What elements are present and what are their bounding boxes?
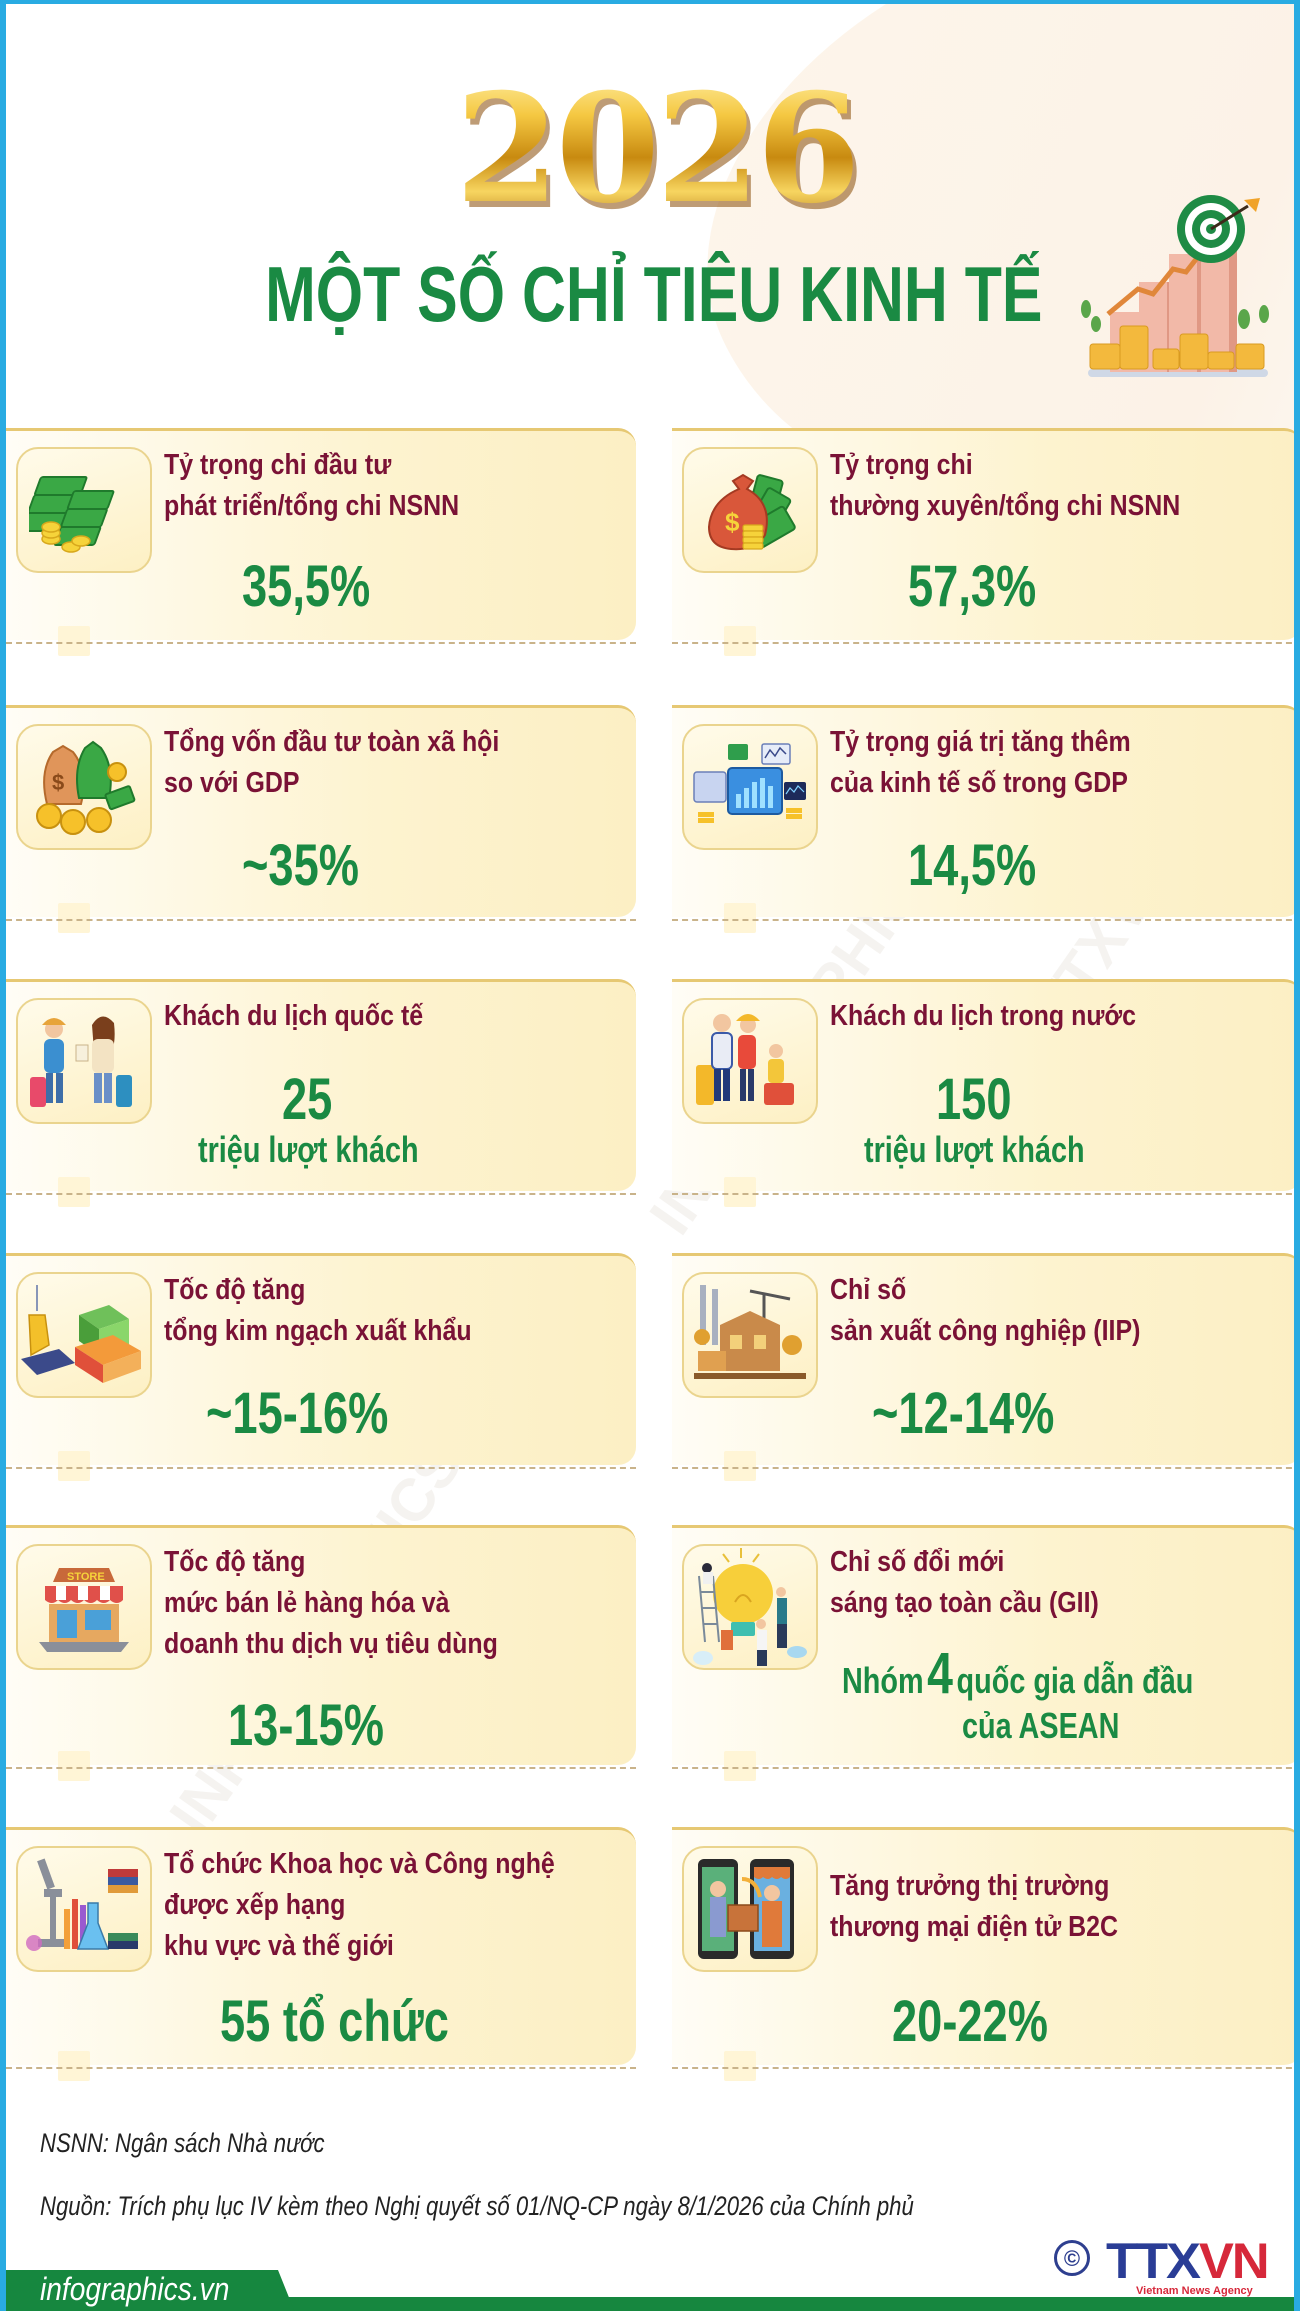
svg-text:STORE: STORE [67,1571,105,1583]
ttxvn-logo: TTXVN [1106,2233,1270,2289]
card-value-unit: triệu lượt khách [198,1129,419,1170]
digital-economy-icon [682,724,818,850]
svg-text:$: $ [52,770,64,795]
ttxvn-logo-subtitle: Vietnam News Agency [1136,2285,1253,2297]
card-international-tourists: Khách du lịch quốc tế 25 triệu lượt khác… [6,979,636,1207]
card-label: Tỷ trọng giá trị tăng thêm của kinh tế số… [830,726,1131,799]
card-value: 150 [936,1067,1012,1132]
footer-bar [6,2297,1294,2311]
card-value: 25 [282,1067,333,1132]
card-value: 35,5% [242,554,371,619]
card-domestic-tourists: Khách du lịch trong nước 150 triệu lượt … [672,979,1294,1207]
card-industrial-production-index: Chỉ số sản xuất công nghiệp (IIP) ~12-14% [672,1253,1294,1481]
card-value: 57,3% [908,554,1037,619]
card-label: Tỷ trọng chi thường xuyên/tổng chi NSNN [830,449,1181,522]
card-value-line2: của ASEAN [962,1705,1120,1746]
card-label: Tổng vốn đầu tư toàn xã hội so với GDP [164,726,500,799]
card-value: ~15-16% [206,1381,389,1446]
card-label: Tăng trưởng thị trường thương mại điện tử… [830,1870,1119,1943]
money-stack-icon [16,447,152,573]
card-label: Khách du lịch trong nước [830,1000,1136,1032]
abbreviation-note: NSNN: Ngân sách Nhà nước [40,2128,325,2158]
card-label: Chỉ số đổi mới sáng tạo toàn cầu (GII) [830,1546,1099,1619]
card-recurrent-spending-share: $ Tỷ trọng chi thường xuyên/tổng chi NSNN… [672,428,1294,656]
card-label: Tốc độ tăng mức bán lẻ hàng hóa và doanh t… [164,1546,498,1660]
domestic-tourists-icon [682,998,818,1124]
card-label: Tỷ trọng chi đầu tư phát triển/tổng chi N… [164,449,460,522]
growth-target-chart-icon [1081,195,1269,377]
card-global-innovation-index: Chỉ số đổi mới sáng tạo toàn cầu (GII) Nh… [672,1525,1294,1781]
card-value: Nhóm 4 quốc gia dẫn đầu [842,1641,1194,1706]
year-heading: 2026 [6,64,1294,234]
source-note: Nguồn: Trích phụ lục IV kèm theo Nghị qu… [40,2191,914,2221]
ecommerce-icon [682,1846,818,1972]
card-label: Khách du lịch quốc tế [164,1000,424,1032]
card-value: 14,5% [908,833,1037,898]
store-icon: STORE [16,1544,152,1670]
factory-icon [682,1272,818,1398]
card-digital-economy-share: Tỷ trọng giá trị tăng thêm của kinh tế số… [672,705,1294,933]
card-development-investment-share: Tỷ trọng chi đầu tư phát triển/tổng chi N… [6,428,636,656]
card-value: 13-15% [228,1693,384,1758]
export-containers-icon [16,1272,152,1398]
card-value: 55 tổ chức [220,1989,449,2054]
international-tourists-icon [16,998,152,1124]
lightbulb-innovation-icon [682,1544,818,1670]
card-retail-growth: STORE Tốc độ tăng mức bán lẻ hàng hóa và d… [6,1525,636,1781]
copyright-icon: © [1054,2240,1090,2276]
page-title: MỘT SỐ CHỈ TIÊU KINH TẾ [265,250,1043,338]
year-shadow: 2026 [10,70,1294,240]
money-bags-coins-icon: $ [16,724,152,850]
card-science-technology-organizations: Tổ chức Khoa học và Công nghệ được xếp hạ… [6,1827,636,2081]
card-value-unit: triệu lượt khách [864,1129,1085,1170]
card-ecommerce-b2c-growth: Tăng trưởng thị trường thương mại điện tử… [672,1827,1294,2081]
card-label: Tốc độ tăng tổng kim ngạch xuất khẩu [164,1274,472,1347]
card-value: 20-22% [892,1989,1048,2054]
card-total-investment-gdp: $ Tổng vốn đầu tư toàn xã hội so với GDP … [6,705,636,933]
site-link[interactable]: infographics.vn [40,2271,230,2307]
money-bag-icon: $ [682,447,818,573]
card-export-growth: Tốc độ tăng tổng kim ngạch xuất khẩu ~15-… [6,1253,636,1481]
card-label: Tổ chức Khoa học và Công nghệ được xếp hạ… [164,1848,555,1962]
card-value: ~35% [242,833,359,898]
footer-tab [6,2270,296,2311]
svg-text:$: $ [725,507,740,537]
card-value: ~12-14% [872,1381,1055,1446]
card-label: Chỉ số sản xuất công nghiệp (IIP) [830,1274,1141,1347]
science-lab-icon [16,1846,152,1972]
